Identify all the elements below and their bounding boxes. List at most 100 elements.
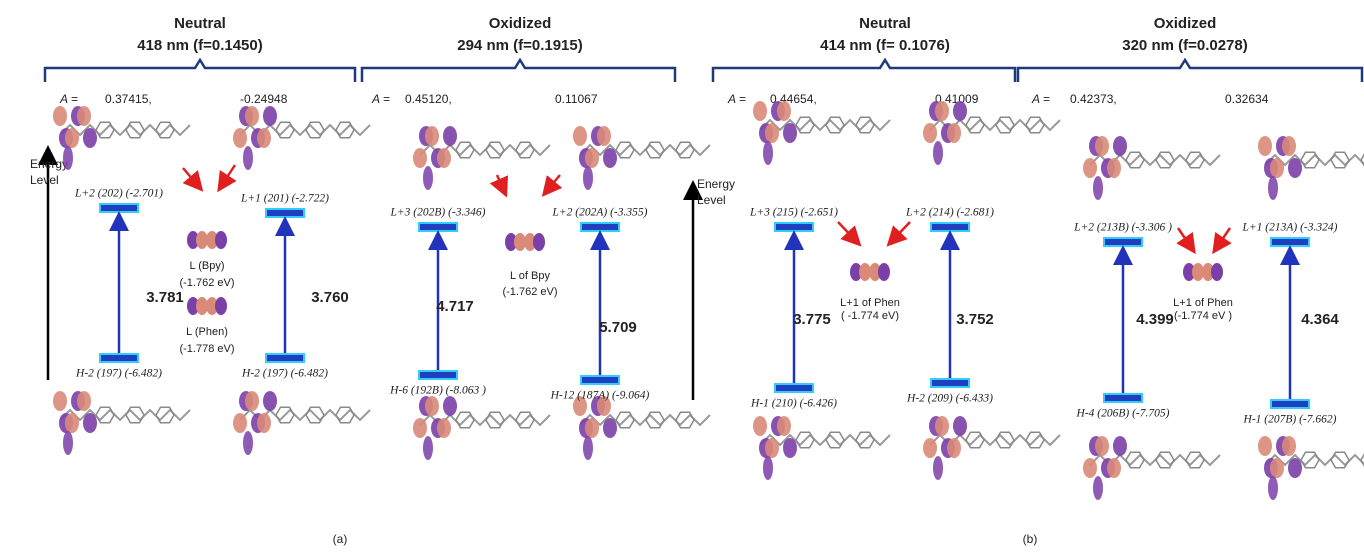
orbital-lobe [243, 431, 253, 455]
orbital-lobe [77, 106, 91, 126]
transition-energy: 4.364 [1301, 311, 1339, 328]
orbital-lobe [753, 101, 767, 121]
orbital-lobe [437, 148, 451, 168]
energy-level [1271, 400, 1309, 408]
orbital-lobe [783, 123, 797, 143]
orbital-lobe [425, 126, 439, 146]
energy-level [100, 204, 138, 212]
molecule [573, 126, 710, 190]
amplitude: 0.11067 [555, 92, 598, 106]
orbital-lobe [935, 416, 949, 436]
molecule [413, 126, 550, 190]
state-subtitle: 418 nm (f=0.1450) [137, 37, 263, 54]
lower-level-label: H-1 (210) (-6.426) [750, 398, 837, 410]
orbital-lobe [1093, 476, 1103, 500]
molecule [233, 391, 370, 455]
energy-level [581, 223, 619, 231]
state-title: Oxidized [1154, 15, 1217, 32]
orbital-note: L (Phen) [186, 326, 228, 338]
orbital-lobe [1095, 136, 1109, 156]
orbital-lobe [1211, 263, 1223, 281]
orbital-lobe [53, 391, 67, 411]
orbital-lobe [953, 416, 967, 436]
energy-level [100, 354, 138, 362]
orbital-lobe [83, 413, 97, 433]
orbital-lobe [1282, 136, 1296, 156]
orbital-lobe [783, 438, 797, 458]
orbital-lobe [1288, 458, 1302, 478]
orbital-lobe [1107, 158, 1121, 178]
orbital-lobe [585, 148, 599, 168]
energy-level [1271, 238, 1309, 246]
upper-level-label: L+2 (214) (-2.681) [905, 207, 994, 219]
orbital-lobe [1270, 458, 1284, 478]
lower-level-label: H-2 (197) (-6.482) [241, 368, 328, 380]
lower-level-label: H-4 (206B) (-7.705) [1076, 408, 1170, 420]
orbital-lobe [947, 123, 961, 143]
pointer-arrow [1178, 228, 1193, 250]
molecule [753, 416, 890, 480]
state-subtitle: 294 nm (f=0.1915) [457, 37, 583, 54]
orbital-lobe [1268, 476, 1278, 500]
molecule-skeleton [760, 120, 890, 130]
molecule [1083, 436, 1220, 500]
molecule [413, 396, 550, 460]
lower-level-label: H-1 (207B) (-7.662) [1243, 414, 1337, 426]
orbital-lobe [263, 106, 277, 126]
orbital-lobe [263, 391, 277, 411]
molecule [923, 416, 1060, 480]
orbital-note: ( -1.774 eV) [841, 310, 899, 322]
pointer-arrow [183, 168, 200, 188]
molecule-skeleton [580, 145, 710, 155]
energy-level [931, 223, 969, 231]
bracket [713, 60, 1015, 82]
orbital-lobe [1107, 458, 1121, 478]
molecule [53, 391, 190, 455]
orbital-lobe [583, 436, 593, 460]
orbital-lobe [603, 148, 617, 168]
orbital-lobe [585, 418, 599, 438]
orbital-lobe [243, 146, 253, 170]
amplitude: 0.45120, [405, 92, 452, 106]
energy-level [931, 379, 969, 387]
lower-level-label: H-12 (187A) (-9.064) [550, 390, 650, 402]
orbital-lobe [878, 263, 890, 281]
orbital-lobe [935, 101, 949, 121]
orbital-lobe [1093, 176, 1103, 200]
orbital-lobe [597, 126, 611, 146]
amplitude-label: A = [59, 92, 78, 106]
molecule [1258, 436, 1364, 500]
orbital-lobe [933, 456, 943, 480]
molecule [573, 396, 710, 460]
amplitude: 0.32634 [1225, 92, 1269, 106]
molecule-skeleton [60, 125, 190, 135]
molecule [753, 101, 890, 165]
bracket [362, 60, 675, 82]
bracket [45, 60, 355, 82]
state-title: Oxidized [489, 15, 552, 32]
orbital-lobe [437, 418, 451, 438]
orbital-note: (-1.762 eV) [179, 277, 234, 289]
orbital-lobe [83, 128, 97, 148]
orbital-note: L+1 of Phen [840, 297, 900, 309]
orbital-lobe [1113, 436, 1127, 456]
transition-energy: 3.760 [311, 289, 349, 306]
orbital-lobe [765, 123, 779, 143]
pointer-arrow [497, 175, 505, 193]
orbital-note: (-1.778 eV) [179, 343, 234, 355]
orbital-lobe [443, 126, 457, 146]
orbital-lobe [923, 438, 937, 458]
upper-level-label: L+2 (202A) (-3.355) [552, 207, 648, 219]
orbital-lobe [65, 413, 79, 433]
molecule [1083, 136, 1220, 200]
orbital-lobe [573, 126, 587, 146]
molecule-skeleton [60, 410, 190, 420]
orbital-lobe [215, 231, 227, 249]
lower-level-label: H-6 (192B) (-8.063 ) [389, 385, 486, 397]
bracket [1018, 60, 1362, 82]
orbital-lobe [1270, 158, 1284, 178]
transition-energy: 3.775 [793, 311, 831, 328]
upper-level-label: L+3 (215) (-2.651) [749, 207, 838, 219]
pointer-arrow [220, 165, 235, 188]
orbital-note: L+1 of Phen [1173, 297, 1233, 309]
